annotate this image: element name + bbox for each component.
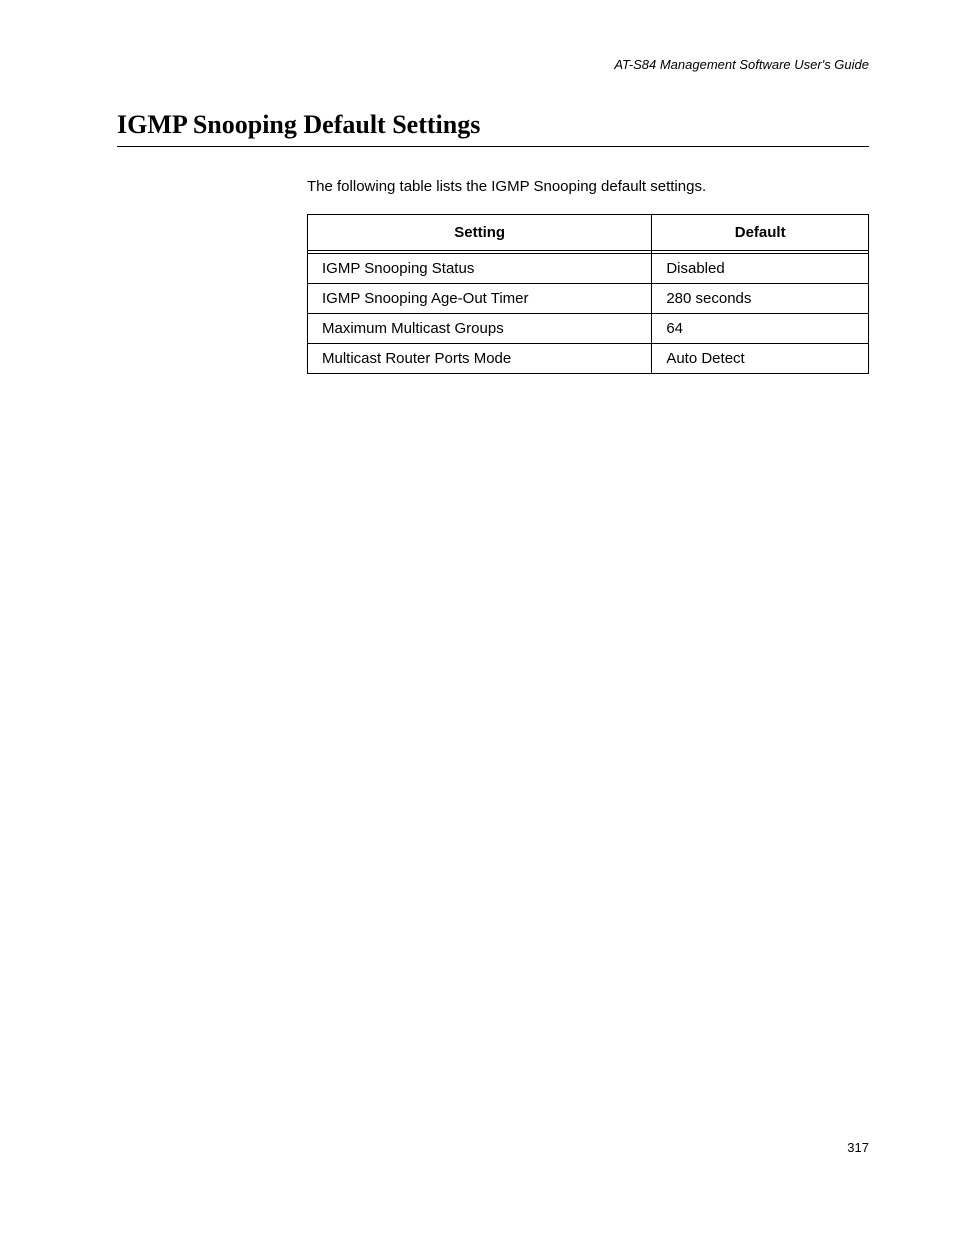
default-cell: Disabled [652,254,869,284]
table-row: IGMP Snooping Age-Out Timer 280 seconds [308,284,869,314]
table-header-row: Setting Default [308,215,869,251]
column-header-setting: Setting [308,215,652,251]
page-number: 317 [847,1140,869,1155]
setting-cell: Multicast Router Ports Mode [308,344,652,374]
setting-cell: IGMP Snooping Age-Out Timer [308,284,652,314]
column-header-default: Default [652,215,869,251]
section-title: IGMP Snooping Default Settings [117,110,869,147]
intro-text: The following table lists the IGMP Snoop… [307,178,706,195]
page-header: AT-S84 Management Software User's Guide [614,57,869,72]
settings-table: Setting Default IGMP Snooping Status Dis… [307,214,869,374]
default-cell: 64 [652,314,869,344]
default-cell: 280 seconds [652,284,869,314]
default-cell: Auto Detect [652,344,869,374]
table-row: IGMP Snooping Status Disabled [308,254,869,284]
setting-cell: IGMP Snooping Status [308,254,652,284]
table-row: Multicast Router Ports Mode Auto Detect [308,344,869,374]
table-row: Maximum Multicast Groups 64 [308,314,869,344]
setting-cell: Maximum Multicast Groups [308,314,652,344]
